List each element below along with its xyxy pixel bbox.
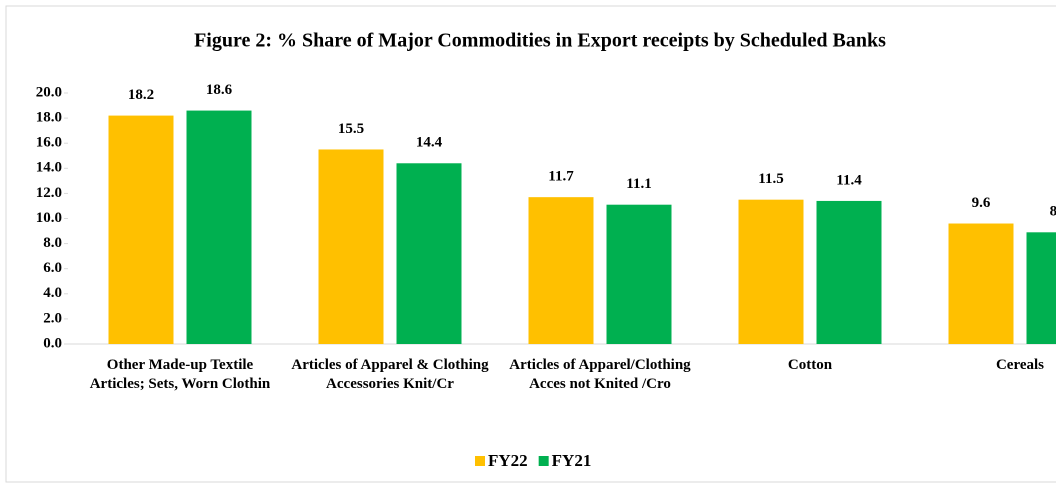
data-label: 15.5 [338,121,364,137]
bar [108,115,174,344]
bar [1026,232,1056,344]
legend-label: FY22 [488,451,528,470]
data-label: 8.9 [1050,204,1056,220]
legend-swatch [538,456,549,466]
y-tick-label: 2.0 [43,310,62,326]
data-label: 11.1 [626,176,651,192]
y-tick-label: 16.0 [36,135,62,151]
y-tick-label: 10.0 [36,210,62,226]
x-tick-label: Articles of Apparel/Clothing Acces not K… [509,357,691,392]
y-tick-label: 12.0 [36,185,62,201]
legend-label: FY21 [552,451,592,470]
data-label: 11.5 [758,171,783,187]
data-label: 11.7 [548,169,574,185]
bar [186,110,252,344]
bar [948,223,1014,344]
x-tick-label: Articles of Apparel & Clothing Accessori… [291,357,489,392]
data-label: 14.4 [416,135,443,151]
y-tick-label: 20.0 [36,84,62,100]
x-tick-label: Cotton [787,357,833,373]
x-tick-label: Other Made-up Textile Articles; Sets, Wo… [89,357,271,392]
data-label: 18.2 [128,87,154,103]
chart-border [5,5,1056,483]
bar [738,199,804,344]
data-label: 11.4 [836,172,862,188]
bar [816,200,882,344]
y-tick-label: 4.0 [43,285,62,301]
data-label: 18.6 [206,82,233,98]
bar [396,163,462,344]
y-tick-label: 0.0 [43,335,62,351]
y-tick-label: 14.0 [36,160,62,176]
y-tick-label: 18.0 [36,110,62,126]
data-label: 9.6 [972,195,991,211]
y-tick-label: 6.0 [43,260,62,276]
bar [318,149,384,344]
legend-swatch [475,456,485,466]
x-tick-label: Cereals [995,357,1045,373]
bar [528,197,594,344]
y-tick-label: 8.0 [43,235,62,251]
bar [606,204,672,344]
chart-title: Figure 2: % Share of Major Commodities i… [194,30,886,52]
